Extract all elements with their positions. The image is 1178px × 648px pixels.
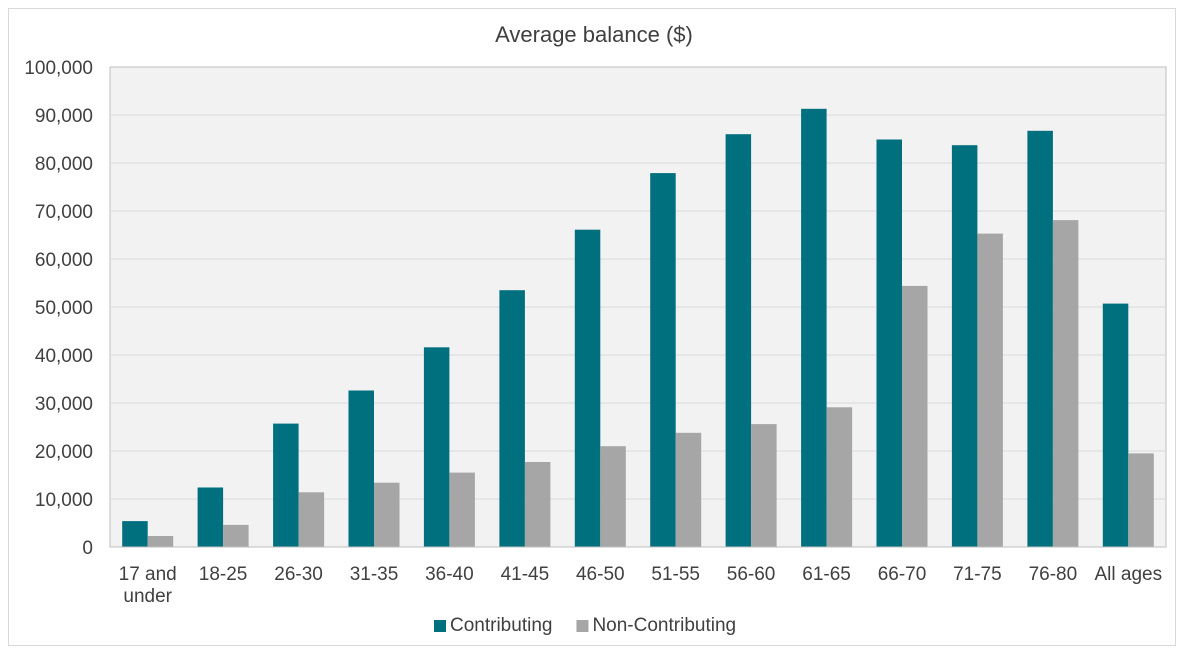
- y-axis: 0 10,000 20,000 30,000 40,000 50,000 60,000 70,…: [24, 58, 93, 559]
- x-tick-label: 71-75: [953, 564, 1002, 585]
- y-tick-label: 0: [82, 538, 93, 559]
- y-tick-label: 10,000: [35, 490, 93, 511]
- bar-contributing: [725, 134, 752, 547]
- bar-contributing: [1027, 130, 1053, 548]
- y-tick-label: 80,000: [35, 154, 93, 175]
- bar-non-contributing: [902, 285, 928, 547]
- y-tick-label: 60,000: [35, 250, 93, 271]
- bar-non-contributing: [826, 407, 853, 547]
- y-tick-label: 90,000: [35, 106, 93, 127]
- bar-non-contributing: [298, 492, 325, 547]
- bar-non-contributing: [524, 462, 551, 547]
- bar-contributing: [348, 390, 374, 547]
- bar-non-contributing: [147, 536, 174, 547]
- bar-contributing: [801, 108, 827, 548]
- x-tick-label: 51-55: [651, 564, 700, 585]
- y-tick-label: 70,000: [35, 202, 93, 223]
- bar-contributing: [574, 229, 601, 547]
- bar-contributing: [1102, 303, 1129, 547]
- x-tick-label: 26-30: [274, 564, 323, 585]
- bar-non-contributing: [977, 233, 1003, 547]
- y-tick-label: 30,000: [35, 394, 93, 415]
- x-tick-label: 31-35: [350, 564, 399, 585]
- bar-non-contributing: [1052, 220, 1079, 547]
- bar-non-contributing: [751, 424, 777, 547]
- x-tick-label: 18-25: [199, 564, 248, 585]
- bar-non-contributing: [1128, 453, 1154, 547]
- x-axis: 17 and under 18-25 26-30 31-35 36-40 41-45 46-5…: [110, 546, 1166, 607]
- x-tick-label: 61-65: [802, 564, 851, 585]
- bar-contributing: [650, 173, 676, 547]
- legend-label: Contributing: [450, 615, 552, 636]
- x-tick-label: 76-80: [1029, 564, 1078, 585]
- x-tick-label: 41-45: [501, 564, 550, 585]
- bar-non-contributing: [600, 446, 626, 547]
- bar-contributing: [499, 290, 525, 547]
- x-tick-label: 56-60: [727, 564, 776, 585]
- bar-contributing: [951, 145, 978, 547]
- y-tick-label: 40,000: [35, 346, 93, 367]
- x-tick-label: All ages: [1094, 564, 1162, 585]
- bar-non-contributing: [223, 524, 249, 547]
- legend: Contributing Non-Contributing: [434, 615, 736, 636]
- legend-label: Non-Contributing: [592, 615, 736, 636]
- bar-contributing: [423, 347, 450, 547]
- x-tick-label: 66-70: [878, 564, 927, 585]
- bar-non-contributing: [374, 482, 400, 547]
- y-tick-label: 100,000: [24, 58, 93, 79]
- bars: [122, 108, 1154, 548]
- y-tick-label: 50,000: [35, 298, 93, 319]
- x-tick-label: 36-40: [425, 564, 474, 585]
- bar-contributing: [122, 521, 148, 547]
- x-tick-label: 17 and under: [119, 564, 177, 607]
- legend-swatch: [576, 620, 589, 632]
- bar-non-contributing: [449, 472, 475, 547]
- bar-non-contributing: [675, 432, 702, 547]
- bar-contributing: [876, 139, 902, 547]
- chart-title: Average balance ($): [495, 22, 693, 47]
- legend-swatch: [434, 620, 446, 632]
- y-tick-label: 20,000: [35, 442, 93, 463]
- bar-contributing: [273, 423, 299, 547]
- bar-contributing: [197, 487, 224, 547]
- x-tick-label: 46-50: [576, 564, 625, 585]
